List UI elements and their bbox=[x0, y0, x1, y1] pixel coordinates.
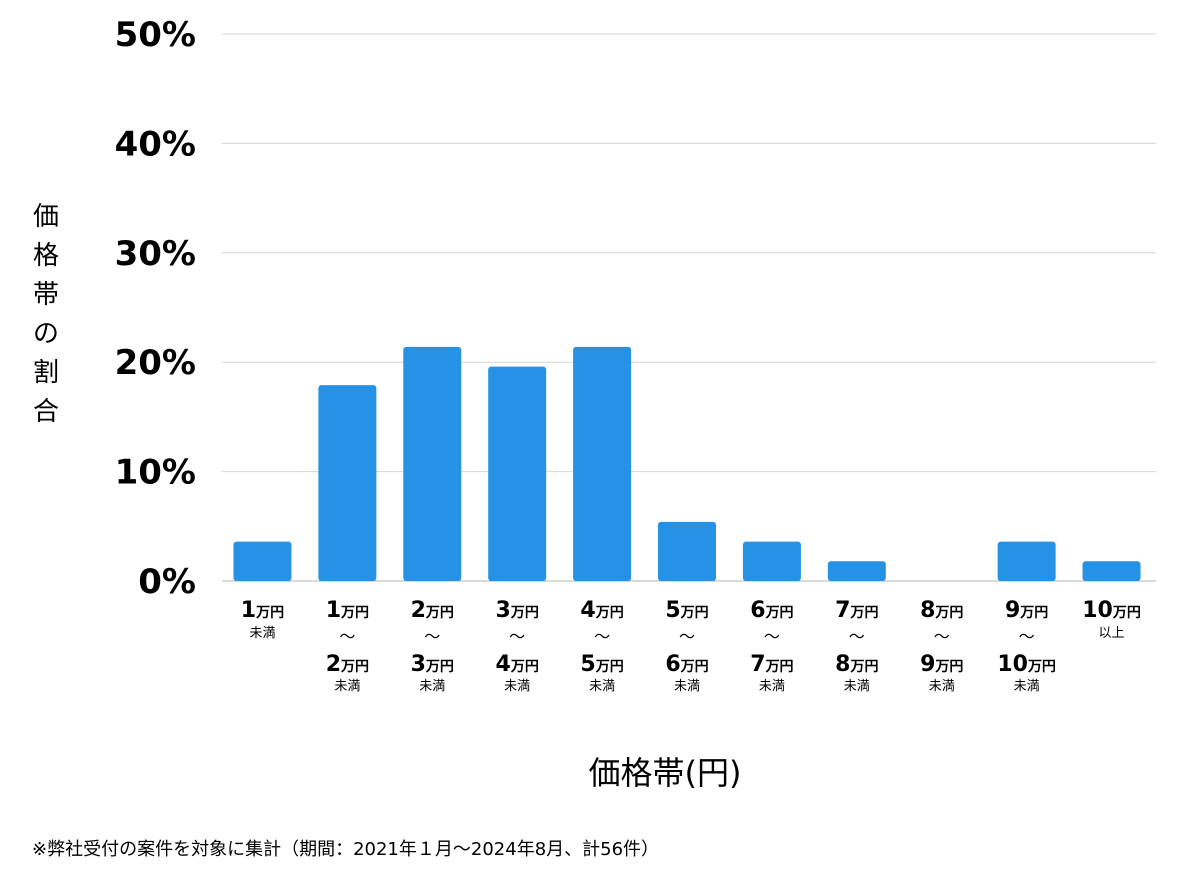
x-tick-label-upper: 8万円 bbox=[835, 652, 878, 677]
x-tick-suffix: 以上 bbox=[1099, 626, 1125, 641]
x-tick-suffix: 未満 bbox=[1014, 679, 1040, 694]
y-tick-label: 50% bbox=[115, 15, 196, 55]
x-tick-range-symbol: 〜 bbox=[509, 627, 525, 646]
x-tick-suffix: 未満 bbox=[844, 679, 870, 694]
x-tick-range-symbol: 〜 bbox=[1019, 627, 1035, 646]
x-tick-range-symbol: 〜 bbox=[339, 627, 355, 646]
x-tick-label: 4万円 bbox=[580, 598, 623, 623]
x-tick-range-symbol: 〜 bbox=[764, 627, 780, 646]
x-tick-label-upper: 5万円 bbox=[580, 652, 623, 677]
x-tick-range-symbol: 〜 bbox=[849, 627, 865, 646]
x-tick-label-upper: 2万円 bbox=[326, 652, 369, 677]
bar bbox=[233, 541, 292, 581]
x-tick-label: 9万円 bbox=[1005, 598, 1048, 623]
x-tick-label-upper: 4万円 bbox=[496, 652, 539, 677]
x-tick-range-symbol: 〜 bbox=[594, 627, 610, 646]
x-tick-label-upper: 10万円 bbox=[997, 652, 1056, 677]
x-tick-suffix: 未満 bbox=[504, 679, 530, 694]
x-tick-label-upper: 3万円 bbox=[411, 652, 454, 677]
x-axis-label: 価格帯(円) bbox=[588, 754, 742, 792]
bar bbox=[658, 521, 716, 581]
footnote: ※弊社受付の案件を対象に集計（期間：2021年１月〜2024年8月、計56件） bbox=[32, 839, 660, 860]
y-tick-label: 10% bbox=[115, 453, 196, 493]
x-tick-suffix: 未満 bbox=[249, 626, 275, 641]
bar bbox=[1082, 561, 1141, 581]
y-tick-label: 40% bbox=[115, 124, 196, 164]
x-tick-label: 1万円 bbox=[326, 598, 369, 623]
bar bbox=[573, 346, 632, 581]
bar bbox=[318, 385, 377, 581]
x-tick-label: 1万円 bbox=[241, 598, 284, 623]
x-tick-label: 8万円 bbox=[920, 598, 963, 623]
bar bbox=[488, 366, 547, 581]
x-tick-range-symbol: 〜 bbox=[424, 627, 440, 646]
x-tick-label-upper: 9万円 bbox=[920, 652, 963, 677]
bar bbox=[403, 346, 462, 581]
x-tick-label: 2万円 bbox=[411, 598, 454, 623]
bar bbox=[742, 541, 801, 581]
bar bbox=[827, 561, 886, 581]
x-tick-range-symbol: 〜 bbox=[679, 627, 695, 646]
x-tick-suffix: 未満 bbox=[419, 679, 445, 694]
x-tick-label-upper: 7万円 bbox=[750, 652, 793, 677]
x-tick-label: 6万円 bbox=[750, 598, 793, 623]
y-tick-label: 30% bbox=[115, 234, 196, 274]
x-tick-label: 10万円 bbox=[1082, 598, 1141, 623]
x-tick-label-upper: 6万円 bbox=[665, 652, 708, 677]
x-tick-suffix: 未満 bbox=[589, 679, 615, 694]
y-tick-label: 0% bbox=[138, 562, 196, 602]
x-tick-suffix: 未満 bbox=[334, 679, 360, 694]
x-tick-label: 3万円 bbox=[496, 598, 539, 623]
x-tick-suffix: 未満 bbox=[929, 679, 955, 694]
x-tick-label: 7万円 bbox=[835, 598, 878, 623]
y-axis-label: 価格帯の割合 bbox=[32, 202, 59, 427]
x-tick-suffix: 未満 bbox=[674, 679, 700, 694]
x-tick-suffix: 未満 bbox=[759, 679, 785, 694]
y-tick-label: 20% bbox=[115, 343, 196, 383]
x-tick-label: 5万円 bbox=[665, 598, 708, 623]
x-tick-range-symbol: 〜 bbox=[934, 627, 950, 646]
bar bbox=[997, 541, 1056, 581]
